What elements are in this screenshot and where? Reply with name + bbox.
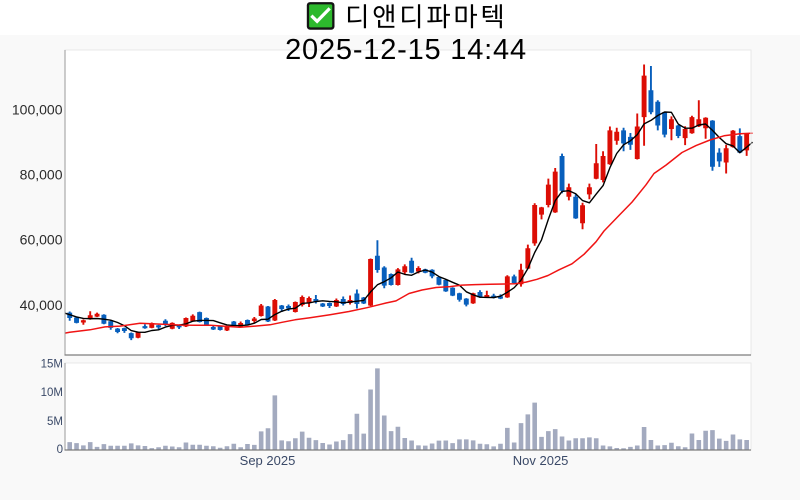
- svg-text:60,000: 60,000: [20, 232, 63, 248]
- svg-text:0: 0: [57, 444, 63, 456]
- svg-text:10M: 10M: [41, 387, 63, 399]
- svg-text:5M: 5M: [47, 416, 63, 428]
- svg-text:80,000: 80,000: [20, 167, 63, 183]
- svg-text:2025-12-15 14:44: 2025-12-15 14:44: [285, 34, 527, 66]
- svg-text:15M: 15M: [41, 359, 63, 371]
- svg-text:100,000: 100,000: [12, 101, 63, 117]
- svg-text:Nov 2025: Nov 2025: [513, 453, 569, 468]
- svg-text:Sep 2025: Sep 2025: [240, 453, 296, 468]
- svg-text:40,000: 40,000: [20, 297, 63, 313]
